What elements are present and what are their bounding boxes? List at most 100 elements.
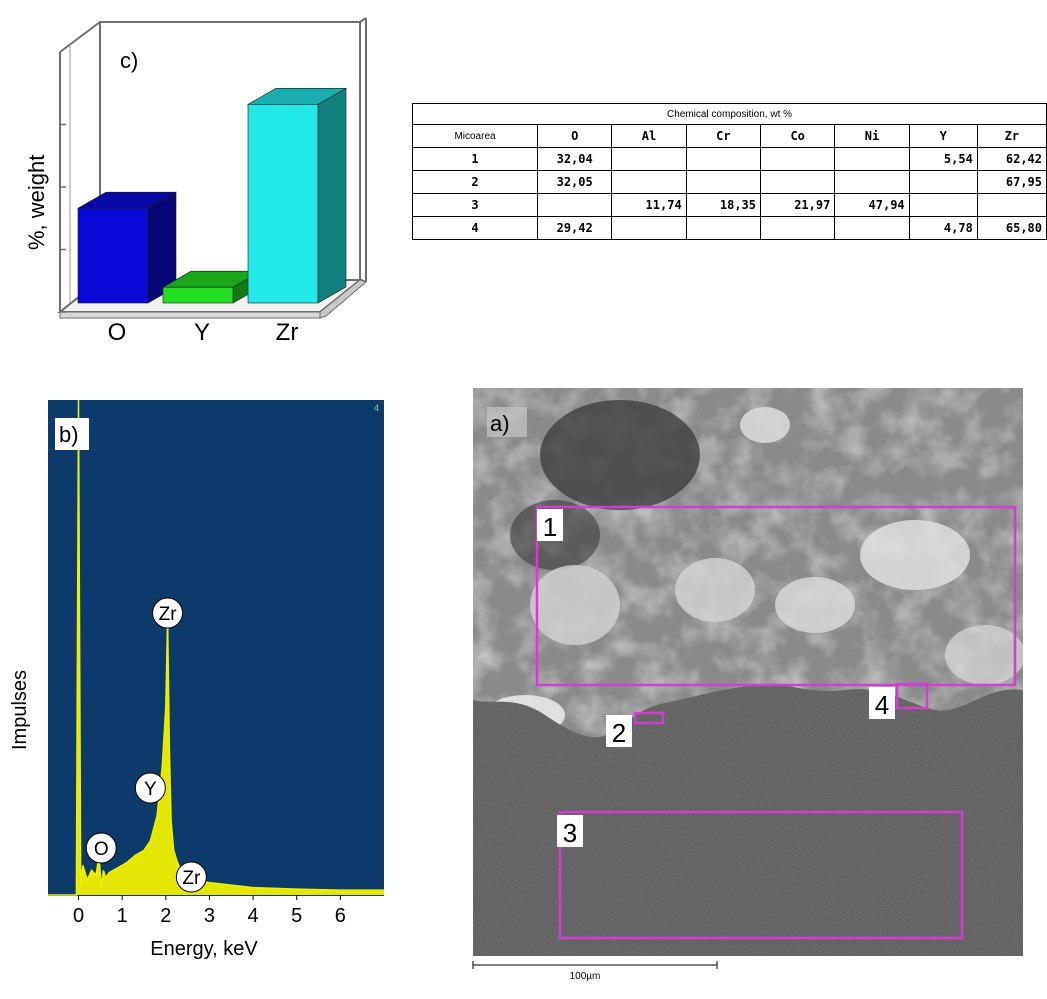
table-cell: 1 — [411, 147, 539, 171]
microarea-label-box — [557, 815, 583, 847]
peak-label-circle — [175, 861, 207, 893]
peak-label-zr: Zr — [159, 604, 178, 625]
bar-chart-3d: c) %, weight O Y Zr — [24, 17, 367, 346]
microarea-label: 1 — [543, 512, 557, 542]
frame-edge — [59, 21, 101, 53]
table-cell — [685, 147, 762, 171]
column-header: O — [537, 124, 613, 148]
peak-label-zr: Zr — [182, 868, 201, 889]
x-tick-label: O — [108, 319, 127, 346]
y-axis-label: %, weight — [24, 155, 49, 250]
x-tick-label: Zr — [276, 319, 299, 346]
table-cell: 67,95 — [976, 170, 1047, 194]
panel-label: a) — [490, 411, 510, 436]
table-cell — [759, 170, 836, 194]
table-cell: 32,05 — [537, 170, 613, 194]
sem-micrograph: 1 2 3 4 a) 100µm — [472, 388, 1023, 982]
column-header: Micoarea — [411, 124, 539, 148]
panel-label-box — [487, 407, 527, 437]
y-axis-label: Impulses — [9, 670, 31, 750]
table-cell — [685, 216, 762, 240]
panel-label-box — [55, 418, 89, 450]
coating-layer — [473, 388, 1023, 738]
x-tick-label: Y — [194, 319, 210, 346]
table-title: Chemical composition, wt % — [412, 103, 1047, 125]
table-cell: 18,35 — [685, 193, 762, 217]
table-cell: 65,80 — [976, 216, 1047, 240]
column-header: Al — [611, 124, 687, 148]
table-row: 1 32,04 5,54 62,42 — [411, 147, 1047, 171]
composition-grid: Chemical composition, wt % Micoarea O Al Cr… — [411, 103, 1047, 240]
table-cell — [759, 216, 836, 240]
table-cell — [976, 193, 1047, 217]
microarea-boxes: 1 2 3 4 — [535, 505, 1017, 940]
table-cell: 11,74 — [611, 193, 687, 217]
table-cell — [685, 170, 762, 194]
table-cell: 29,42 — [537, 216, 613, 240]
x-tick-label: 5 — [291, 905, 302, 927]
x-axis-label: Energy, keV — [150, 938, 258, 960]
panel-label: b) — [59, 422, 79, 447]
microarea-label: 4 — [875, 690, 889, 720]
x-tick-label: 6 — [335, 905, 346, 927]
table-cell — [537, 193, 613, 217]
table-cell: 62,42 — [976, 147, 1047, 171]
x-tick-label: 2 — [160, 905, 171, 927]
corner-mark: 4 — [374, 403, 379, 413]
microarea-label-box — [869, 687, 895, 719]
table-cell — [908, 193, 978, 217]
bar-zr — [247, 104, 319, 304]
table-cell: 3 — [411, 193, 539, 217]
table-cell: 4,78 — [908, 216, 978, 240]
microarea-box-1 — [535, 505, 1017, 687]
bars — [76, 87, 348, 304]
column-header: Cr — [685, 124, 762, 148]
column-header: Zr — [976, 124, 1047, 148]
microarea-label-box — [537, 509, 563, 541]
bar-y — [162, 286, 234, 304]
column-header: Co — [759, 124, 836, 148]
peak-label-circle — [152, 597, 184, 629]
table-row: 2 32,05 67,95 — [411, 170, 1047, 194]
x-tick-labels: O Y Zr — [108, 319, 299, 346]
table-cell — [834, 170, 910, 194]
x-tick-labels: 0 1 2 3 4 5 6 — [73, 895, 346, 927]
peak-label-circle — [134, 772, 166, 804]
scale-bar-label: 100µm — [570, 971, 601, 982]
microarea-box-3 — [558, 810, 964, 940]
microarea-box-4 — [895, 682, 929, 710]
table-cell — [834, 147, 910, 171]
floor-edge — [319, 279, 367, 319]
peak-label-y: Y — [144, 779, 157, 800]
peak-label-circle — [85, 832, 117, 864]
table-cell — [611, 147, 687, 171]
x-tick-label: 4 — [248, 905, 259, 927]
microarea-label: 2 — [612, 718, 626, 748]
microarea-label: 3 — [563, 818, 577, 848]
table-cell — [759, 147, 836, 171]
table-cell — [611, 170, 687, 194]
table-cell: 4 — [411, 216, 539, 240]
floor-edge — [59, 311, 321, 319]
peak-label-o: O — [94, 839, 109, 860]
table-cell: 47,94 — [834, 193, 910, 217]
table-cell — [611, 216, 687, 240]
column-header: Y — [908, 124, 978, 148]
table-cell: 2 — [411, 170, 539, 194]
column-header: Ni — [834, 124, 910, 148]
table-cell: 32,04 — [537, 147, 613, 171]
plot-background — [48, 400, 384, 896]
eds-spectrum-chart: 4 O Y Zr Zr b) 0 1 2 3 4 5 6 Energy, keV Impulses — [9, 399, 384, 960]
x-tick-label: 0 — [73, 905, 84, 927]
x-tick-label: 1 — [117, 905, 128, 927]
table-cell: 5,54 — [908, 147, 978, 171]
microarea-label-box — [606, 715, 632, 747]
table-row: 4 29,42 4,78 65,80 — [411, 216, 1047, 240]
table-cell — [834, 216, 910, 240]
bar-o — [77, 207, 149, 304]
table-cell — [908, 170, 978, 194]
panel-label: c) — [120, 48, 138, 73]
peak-annotations: O Y Zr Zr — [85, 597, 207, 893]
table-row: 3 11,74 18,35 21,97 47,94 — [411, 193, 1047, 217]
table-header-row: Micoarea O Al Cr Co Ni Y Zr — [411, 124, 1047, 148]
